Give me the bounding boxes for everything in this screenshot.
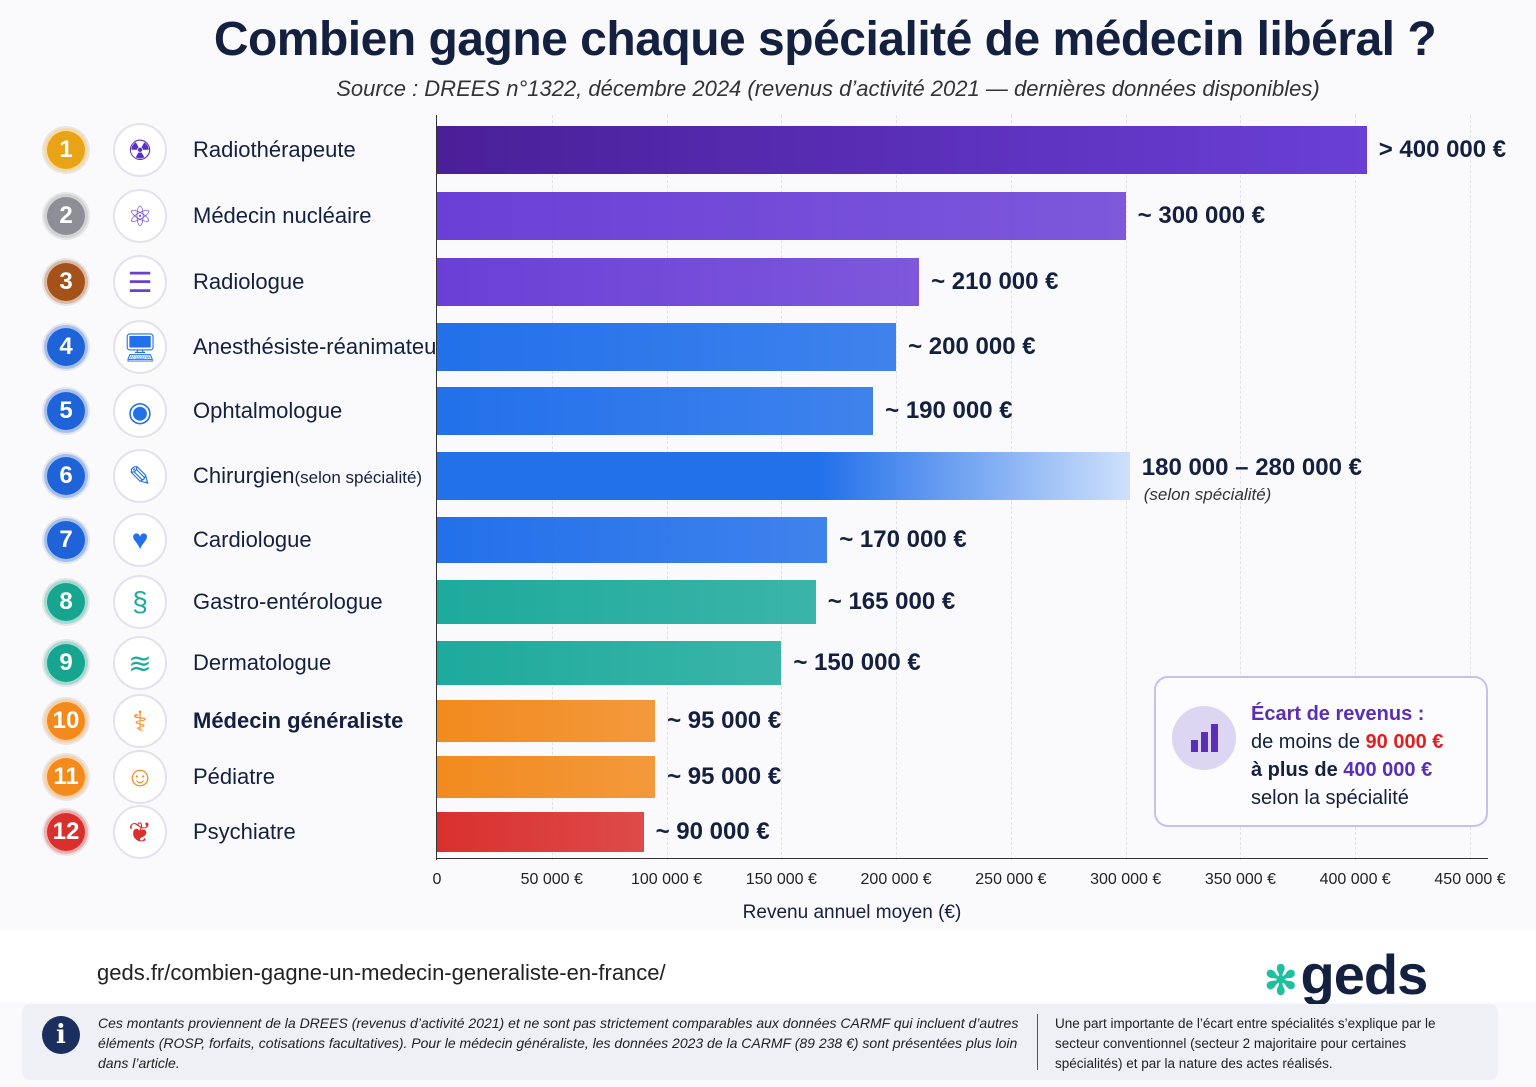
callout-line3: selon la spécialité [1251, 787, 1409, 809]
specialty-label: Anesthésiste-réanimateur [193, 334, 444, 359]
footer-link-bar [0, 930, 1536, 1002]
x-tick-label: 150 000 € [745, 871, 817, 888]
radiation-icon: ☢ [113, 123, 167, 177]
eye-icon: ◉ [113, 384, 167, 438]
logo-mark-icon: ✻ [1264, 959, 1298, 1003]
specialty-label: Pédiatre [193, 764, 275, 789]
bar [437, 756, 656, 798]
gridline [1470, 115, 1471, 860]
x-tick-label: 300 000 € [1090, 871, 1162, 888]
bar [437, 258, 920, 306]
x-tick-label: 400 000 € [1319, 871, 1391, 888]
value-label: ~ 90 000 € [655, 818, 770, 845]
bar [437, 323, 897, 371]
divider [1037, 1014, 1038, 1070]
value-label: > 400 000 € [1378, 136, 1507, 163]
rank-badge: 5 [44, 389, 88, 433]
x-tick-label: 100 000 € [630, 871, 703, 888]
value-label: ~ 190 000 € [885, 397, 1013, 424]
rank-badge: 3 [44, 260, 88, 304]
rank-badge: 9 [44, 641, 88, 685]
rank-badge: 8 [44, 580, 88, 624]
x-axis-label: Revenu annuel moyen (€) [742, 902, 962, 923]
info-icon: i [42, 1016, 80, 1054]
baby-icon: ☺ [113, 750, 167, 804]
note-left: Ces montants proviennent de la DREES (re… [98, 1015, 1019, 1071]
x-tick-label: 250 000 € [975, 871, 1047, 888]
specialty-label: Médecin nucléaire [193, 203, 372, 228]
callout-min-value: 90 000 € [1365, 731, 1444, 753]
x-tick-label: 0 [432, 871, 442, 888]
rank-badge: 7 [44, 518, 88, 562]
intestine-icon: § [113, 575, 167, 629]
chart-subtitle: Source : DREES n°1322, décembre 2024 (re… [336, 76, 1320, 101]
bar [437, 126, 1367, 174]
info-note: i Ces montants proviennent de la DREES (… [22, 1004, 1498, 1080]
x-tick-label: 450 000 € [1434, 871, 1506, 888]
xray-icon: ☰ [113, 255, 167, 309]
specialty-label: Ophtalmologue [193, 398, 343, 423]
x-tick-label: 350 000 € [1204, 871, 1277, 888]
rank-badge: 11 [44, 755, 88, 799]
value-label: ~ 95 000 € [667, 763, 782, 790]
value-label: ~ 300 000 € [1137, 202, 1266, 229]
specialty-label: Chirurgien(selon spécialité) [193, 463, 423, 488]
brain-icon: ❦ [113, 805, 167, 859]
callout-line1: de moins de [1251, 731, 1366, 753]
x-tick-label: 200 000 € [860, 871, 932, 888]
bar [437, 452, 1130, 500]
specialty-label: Dermatologue [193, 650, 332, 675]
bar-chart: 1 ☢ Radiothérapeute > 400 000 € 2 ⚛ Médecin nu… [44, 115, 1507, 923]
value-label: ~ 200 000 € [908, 333, 1036, 360]
value-note: (selon spécialité) [1143, 485, 1272, 504]
x-tick-label: 50 000 € [520, 871, 583, 888]
specialty-label: Psychiatre [193, 819, 296, 844]
specialty-label: Médecin généraliste [193, 708, 404, 733]
x-axis [436, 858, 1488, 859]
bar [437, 641, 782, 685]
bar [437, 700, 656, 742]
value-label: ~ 170 000 € [839, 526, 967, 553]
bar [437, 812, 644, 852]
skin-icon: ≋ [113, 636, 167, 690]
income-gap-callout: Écart de revenus : de moins de 90 000 € … [1154, 676, 1488, 827]
bar [437, 387, 874, 435]
specialty-label: Radiothérapeute [193, 137, 356, 162]
specialty-label: Cardiologue [193, 527, 312, 552]
gridline [1355, 115, 1357, 860]
rank-badge: 6 [44, 454, 88, 498]
specialty-label: Radiologue [193, 269, 305, 294]
value-label: 180 000 – 280 000 € [1141, 454, 1362, 481]
bar [437, 517, 828, 563]
article-url-link[interactable]: geds.fr/combien-gagne-un-medecin-general… [97, 960, 666, 985]
rank-badge: 4 [44, 325, 88, 369]
rank-badge: 12 [44, 810, 88, 854]
value-label: ~ 95 000 € [667, 707, 782, 734]
doctor-icon: ⚕ [113, 694, 167, 748]
rank-badge: 2 [44, 194, 88, 238]
chart-title: Combien gagne chaque spécialité de médec… [213, 13, 1437, 66]
heart-icon: ♥ [113, 513, 167, 567]
specialty-label: Gastro-entérologue [193, 589, 383, 614]
y-axis [436, 115, 437, 860]
atom-icon: ⚛ [113, 189, 167, 243]
rank-badge: 1 [44, 128, 88, 172]
value-label: ~ 150 000 € [793, 649, 921, 676]
callout-line2: à plus de [1251, 759, 1344, 781]
callout-title: Écart de revenus : [1251, 703, 1425, 725]
rank-badge: 10 [44, 699, 88, 743]
monitor-icon: 🖥 [113, 320, 167, 374]
gridline [1240, 115, 1242, 860]
value-label: ~ 165 000 € [827, 588, 956, 615]
note-right: Une part importante de l’écart entre spé… [1055, 1016, 1436, 1071]
bar [437, 192, 1126, 240]
scalpel-icon: ✎ [113, 449, 167, 503]
geds-logo: ✻geds [1264, 943, 1428, 1006]
callout-max-value: 400 000 € [1343, 759, 1433, 781]
bar-chart-icon [1172, 706, 1236, 770]
value-label: ~ 210 000 € [931, 268, 1059, 295]
bar [437, 580, 816, 624]
